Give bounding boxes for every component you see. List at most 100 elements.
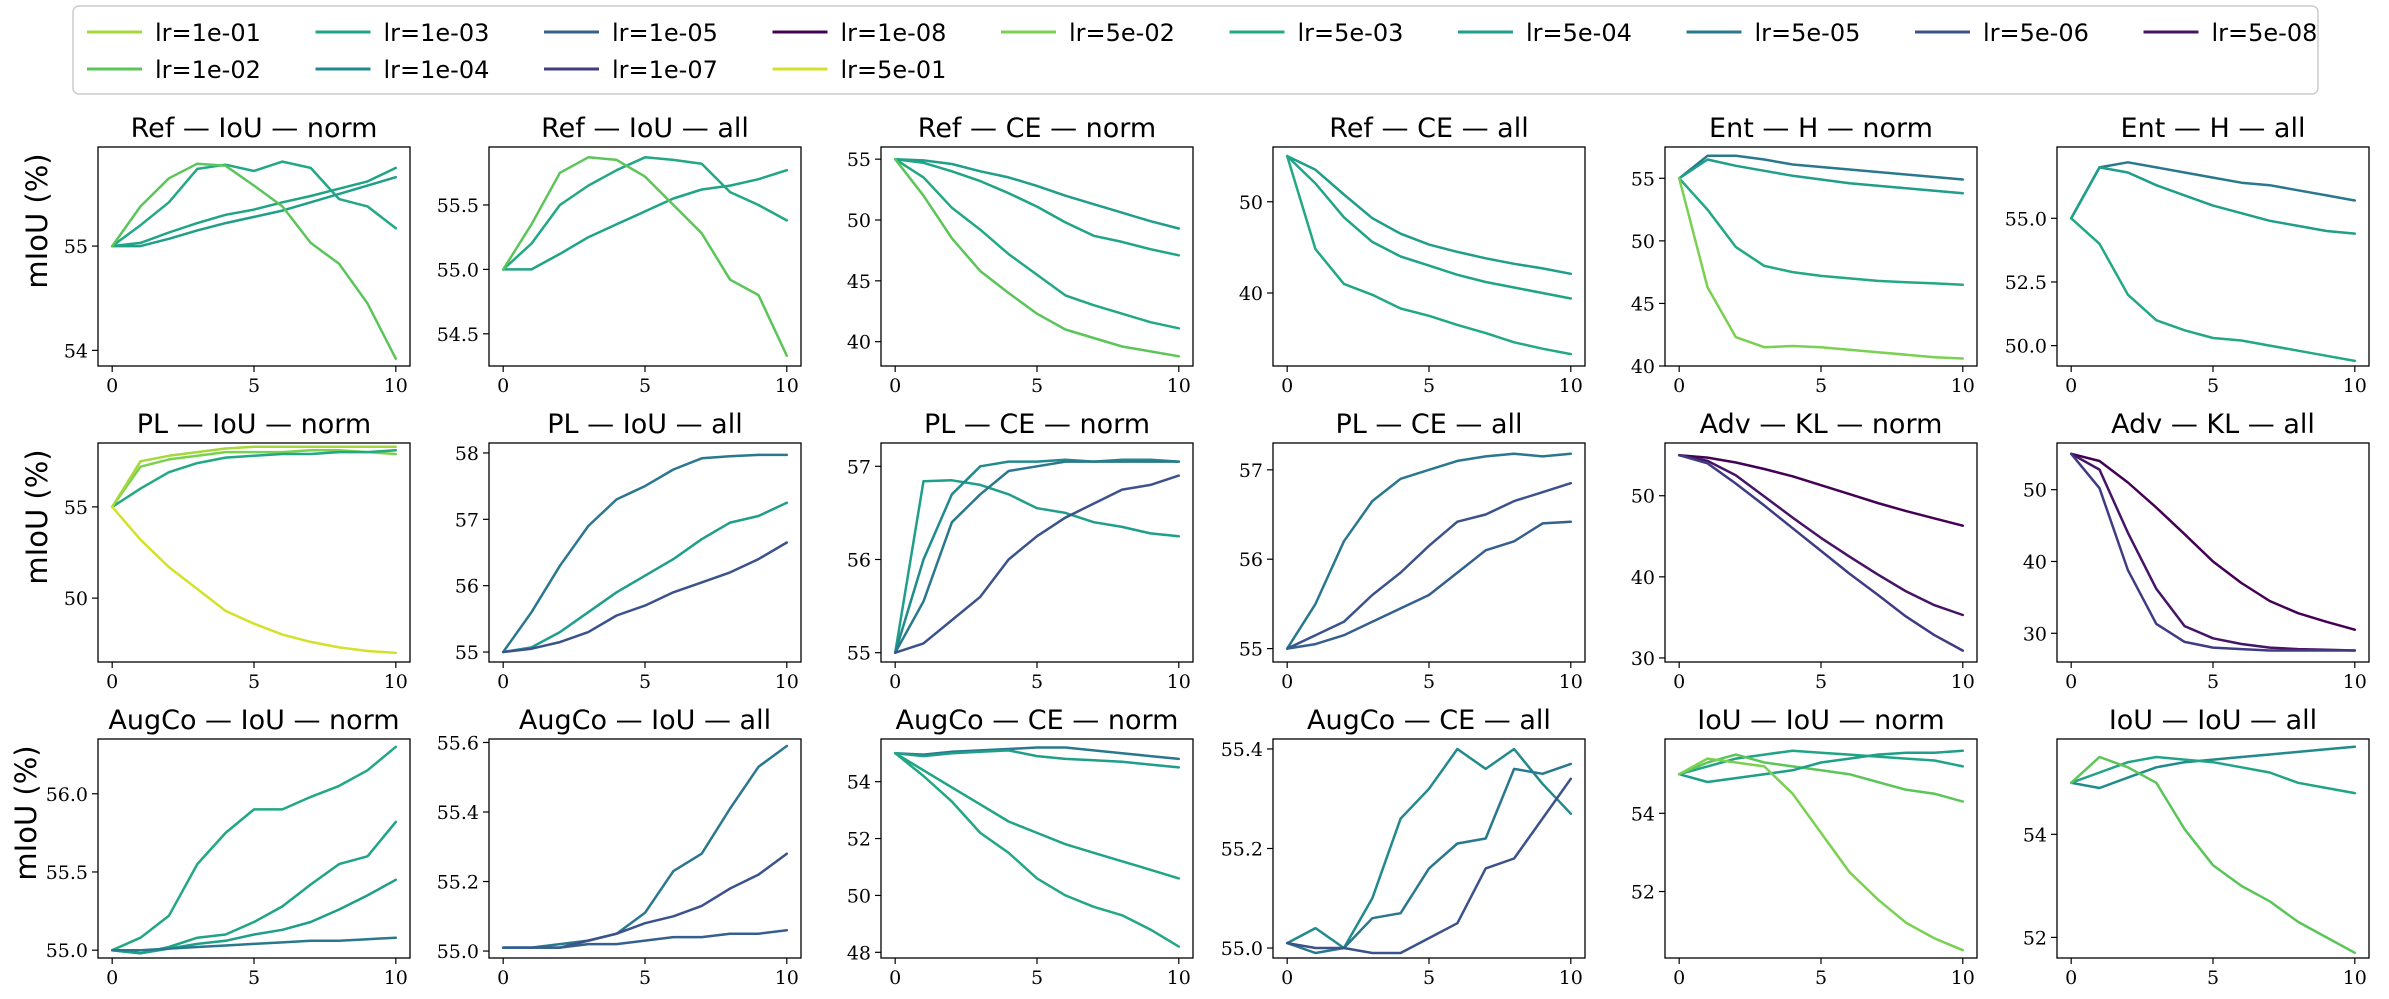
y-tick-label: 55 bbox=[847, 643, 871, 665]
y-tick-label: 55.5 bbox=[437, 195, 479, 217]
series-line-lr-5e-06 bbox=[501, 541, 789, 654]
axes-frame bbox=[1664, 442, 1978, 663]
x-tick-label: 10 bbox=[1167, 375, 1191, 397]
subplot-adv-kl-all: Adv — KL — all 0 5 10 30 40 50 bbox=[2023, 409, 2370, 693]
series-line-lr-1e-04 bbox=[2069, 745, 2357, 790]
x-tick-label: 10 bbox=[1951, 375, 1975, 397]
y-tick-label: 56.0 bbox=[46, 784, 88, 806]
y-tick-label: 57 bbox=[1239, 460, 1263, 482]
legend-label-lr-5e-01: lr=5e-01 bbox=[841, 56, 947, 84]
x-tick-label: 5 bbox=[1031, 375, 1043, 397]
legend-label-lr-5e-05: lr=5e-05 bbox=[1755, 19, 1861, 47]
series-line-lr-1e-03 bbox=[110, 166, 398, 248]
legend-label-lr-1e-03: lr=1e-03 bbox=[384, 19, 490, 47]
series-line-lr-5e-04 bbox=[110, 175, 398, 248]
series-line-lr-1e-08 bbox=[1677, 453, 1965, 527]
axes-frame bbox=[1272, 442, 1586, 663]
subplot-ref-ce-norm: Ref — CE — norm 0 5 10 40 45 50 55 bbox=[847, 113, 1194, 397]
y-tick-label: 50 bbox=[847, 885, 871, 907]
x-tick-label: 10 bbox=[2343, 967, 2367, 989]
x-tick-label: 0 bbox=[1281, 671, 1293, 693]
x-tick-label: 10 bbox=[384, 967, 408, 989]
y-tick-label: 55 bbox=[64, 236, 88, 258]
y-tick-label: 54.5 bbox=[437, 324, 479, 346]
series-line-lr-1e-01 bbox=[110, 445, 398, 509]
series-line-lr-1e-04 bbox=[893, 458, 1181, 654]
y-tick-label: 55.0 bbox=[437, 941, 479, 963]
y-tick-label: 55.5 bbox=[46, 862, 88, 884]
series-line-lr-5e-06 bbox=[1285, 777, 1573, 955]
x-tick-label: 0 bbox=[2065, 671, 2077, 693]
x-tick-label: 5 bbox=[1031, 967, 1043, 989]
subplot-augco-iou-norm: AugCo — IoU — norm 0 5 10 55.0 55.5 56.0 bbox=[46, 705, 411, 989]
subplot-title: PL — CE — all bbox=[1335, 409, 1522, 440]
series-line-lr-5e-03 bbox=[501, 156, 789, 271]
series-line-lr-5e-04 bbox=[1677, 158, 1965, 195]
x-tick-label: 5 bbox=[248, 375, 260, 397]
axes-frame bbox=[880, 146, 1194, 367]
x-tick-label: 10 bbox=[2343, 671, 2367, 693]
subplot-title: AugCo — CE — norm bbox=[896, 705, 1179, 736]
axes-frame bbox=[488, 146, 802, 367]
series-line-lr-1e-05 bbox=[501, 928, 789, 949]
series-line-lr-5e-05 bbox=[893, 746, 1181, 761]
series-line-lr-5e-03 bbox=[1677, 177, 1965, 286]
axes-frame bbox=[97, 442, 411, 663]
subplot-title: Adv — KL — all bbox=[2111, 409, 2315, 440]
y-tick-label: 57 bbox=[847, 456, 871, 478]
y-tick-label: 55.0 bbox=[437, 259, 479, 281]
x-tick-label: 10 bbox=[1167, 967, 1191, 989]
y-tick-label: 55 bbox=[1239, 639, 1263, 661]
series-line-lr-5e-04 bbox=[501, 501, 789, 654]
y-tick-label: 55 bbox=[455, 642, 479, 664]
y-axis-label-row-1: mIoU (%) bbox=[20, 153, 54, 288]
subplot-title: PL — IoU — all bbox=[547, 409, 742, 440]
series-line-lr-1e-04 bbox=[1285, 747, 1573, 950]
y-tick-label: 40 bbox=[1631, 567, 1655, 589]
legend-label-lr-5e-02: lr=5e-02 bbox=[1069, 19, 1175, 47]
series-line-lr-1e-03 bbox=[1285, 154, 1573, 300]
series-line-lr-5e-05 bbox=[501, 453, 789, 654]
y-tick-label: 54 bbox=[64, 340, 88, 362]
legend-label-lr-5e-03: lr=5e-03 bbox=[1298, 19, 1404, 47]
subplot-pl-iou-norm: PL — IoU — norm 0 5 10 50 55 bbox=[64, 409, 411, 693]
axes-frame bbox=[488, 442, 802, 663]
subplot-pl-ce-all: PL — CE — all 0 5 10 55 56 57 bbox=[1239, 409, 1586, 693]
y-tick-label: 50 bbox=[1631, 486, 1655, 508]
y-tick-label: 40 bbox=[1631, 356, 1655, 378]
series-line-lr-5e-05 bbox=[1677, 154, 1965, 181]
y-tick-label: 30 bbox=[2023, 623, 2047, 645]
series-line-lr-1e-02 bbox=[501, 156, 789, 357]
subplot-ent-h-norm: Ent — H — norm 0 5 10 40 45 50 55 bbox=[1631, 113, 1978, 397]
series-line-lr-5e-03 bbox=[893, 751, 1181, 948]
x-tick-label: 10 bbox=[1951, 671, 1975, 693]
x-tick-label: 5 bbox=[639, 375, 651, 397]
x-tick-label: 10 bbox=[1167, 671, 1191, 693]
y-tick-label: 50 bbox=[1631, 231, 1655, 253]
subplot-title: IoU — IoU — norm bbox=[1697, 705, 1944, 736]
series-line-lr-5e-04 bbox=[893, 749, 1181, 769]
subplot-augco-iou-all: AugCo — IoU — all 0 5 10 55.0 55.2 55.4 55.6 bbox=[437, 705, 802, 989]
x-tick-label: 5 bbox=[1423, 671, 1435, 693]
series-line-lr-5e-03 bbox=[1285, 154, 1573, 356]
subplot-augco-ce-norm: AugCo — CE — norm 0 5 10 48 50 52 54 bbox=[847, 705, 1194, 989]
series-line-lr-5e-04 bbox=[1677, 749, 1965, 784]
subplot-title: Ref — IoU — all bbox=[541, 113, 749, 144]
y-tick-label: 58 bbox=[455, 443, 479, 465]
series-line-lr-5e-02 bbox=[1677, 177, 1965, 360]
series-line-lr-5e-05 bbox=[110, 936, 398, 952]
series-line-lr-5e-04 bbox=[893, 479, 1181, 654]
y-axis-label-row-2: mIoU (%) bbox=[20, 449, 54, 584]
x-tick-label: 10 bbox=[775, 671, 799, 693]
x-tick-label: 10 bbox=[775, 375, 799, 397]
series-line-lr-5e-05 bbox=[1285, 762, 1573, 955]
y-axis-label-row-3: mIoU (%) bbox=[9, 745, 43, 880]
legend-label-lr-1e-07: lr=1e-07 bbox=[612, 56, 718, 84]
legend-label-lr-1e-08: lr=1e-08 bbox=[841, 19, 947, 47]
x-tick-label: 5 bbox=[1423, 967, 1435, 989]
axes-frame bbox=[1664, 738, 1978, 959]
y-tick-label: 50.0 bbox=[2005, 336, 2047, 358]
legend-label-lr-1e-02: lr=1e-02 bbox=[155, 56, 261, 84]
y-tick-label: 56 bbox=[455, 576, 479, 598]
